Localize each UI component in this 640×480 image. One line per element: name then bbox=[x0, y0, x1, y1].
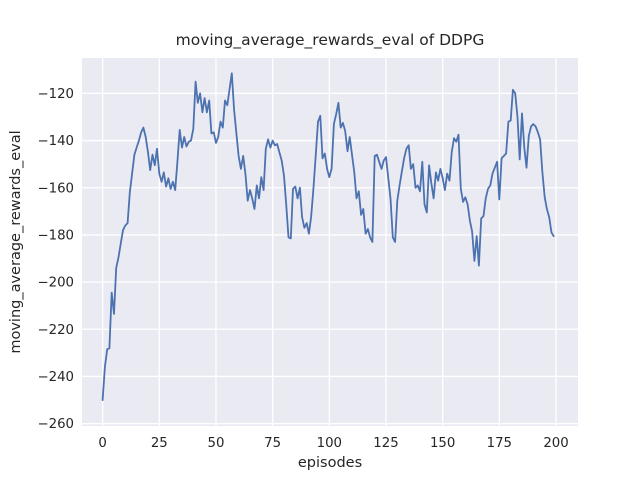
x-tick-label: 100 bbox=[317, 436, 342, 451]
series-line-moving_average_rewards_eval bbox=[101, 72, 555, 402]
x-tick-label: 200 bbox=[543, 436, 568, 451]
x-tick-label: 150 bbox=[430, 436, 455, 451]
line-series bbox=[101, 72, 555, 402]
y-tick-label: −260 bbox=[37, 417, 74, 432]
x-tick-label: 125 bbox=[373, 436, 398, 451]
gridlines bbox=[82, 58, 578, 426]
y-tick-label: −140 bbox=[37, 134, 74, 149]
x-tick-label: 50 bbox=[208, 436, 225, 451]
x-tick-label: 75 bbox=[264, 436, 281, 451]
y-tick-label: −160 bbox=[37, 181, 74, 196]
x-axis-label: episodes bbox=[298, 455, 362, 471]
y-tick-label: −200 bbox=[37, 276, 74, 291]
chart-title: moving_average_rewards_eval of DDPG bbox=[176, 31, 485, 50]
x-tick-label: 25 bbox=[151, 436, 168, 451]
x-tick-labels: 0 25 50 75 100 125 150 175 200 bbox=[98, 436, 568, 451]
y-tick-labels: −120 −140 −160 −180 −200 −220 −240 −260 bbox=[37, 87, 74, 432]
y-tick-label: −240 bbox=[37, 370, 74, 385]
y-axis-label: moving_average_rewards_eval bbox=[8, 130, 24, 353]
x-tick-label: 0 bbox=[98, 436, 106, 451]
y-tick-label: −180 bbox=[37, 229, 74, 244]
x-tick-label: 175 bbox=[487, 436, 512, 451]
y-tick-label: −220 bbox=[37, 323, 74, 338]
plot-area bbox=[82, 58, 578, 426]
y-tick-label: −120 bbox=[37, 87, 74, 102]
